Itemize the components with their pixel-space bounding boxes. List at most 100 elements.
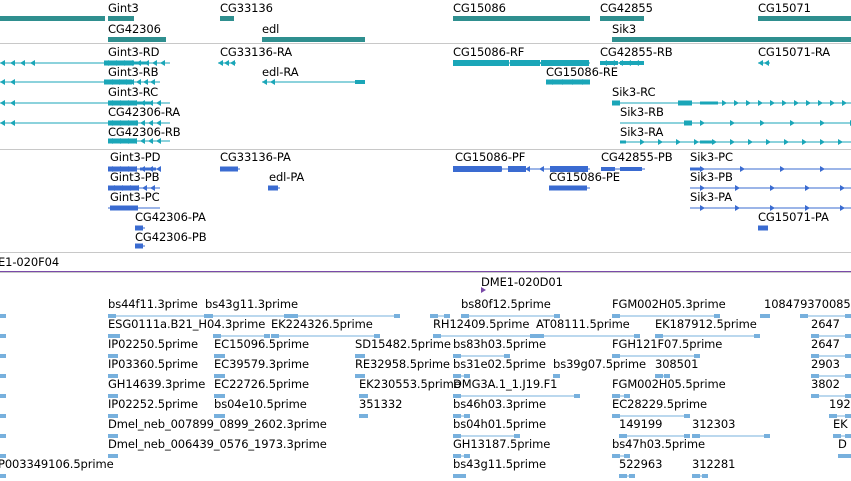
feature-label[interactable]: bs46h03.3prime (453, 397, 546, 411)
est-block[interactable] (219, 394, 225, 398)
feature-label[interactable]: IP02252.5prime (108, 397, 198, 411)
est-block[interactable] (692, 474, 700, 478)
est-block[interactable] (0, 434, 6, 438)
est-block[interactable] (271, 334, 279, 338)
feature-label[interactable]: CG15086-PF (455, 150, 526, 164)
feature-label[interactable]: EK230553.5prime (359, 377, 461, 391)
feature-label[interactable]: DMG3A.1_1.J19.F1 (453, 377, 558, 391)
feature-label[interactable]: CG15086 (453, 1, 506, 15)
feature-label[interactable]: GH13187.5prime (453, 437, 551, 451)
est-block[interactable] (684, 414, 690, 418)
est-block[interactable] (453, 454, 461, 458)
est-block[interactable] (845, 334, 851, 338)
exon-block[interactable] (684, 120, 692, 126)
feature-label[interactable]: ESG0111a.B21_H04.3prime (108, 317, 266, 331)
feature-label[interactable]: 2647 (811, 337, 840, 351)
est-block[interactable] (612, 394, 620, 398)
est-block[interactable] (112, 454, 118, 458)
est-block[interactable] (461, 314, 469, 318)
est-block[interactable] (811, 334, 819, 338)
exon-block[interactable] (678, 100, 692, 106)
est-block[interactable] (214, 354, 222, 358)
gene-block[interactable] (453, 16, 590, 21)
est-block[interactable] (530, 334, 536, 338)
est-block[interactable] (0, 314, 6, 318)
feature-label[interactable]: Gint3-PB (110, 170, 160, 184)
feature-label[interactable]: 3802 (811, 377, 840, 391)
est-block[interactable] (845, 374, 851, 378)
feature-label[interactable]: AT08111.5prime (536, 317, 630, 331)
exon-block[interactable] (690, 167, 700, 171)
est-block[interactable] (624, 394, 630, 398)
est-block[interactable] (574, 394, 580, 398)
est-block[interactable] (833, 434, 841, 438)
feature-label[interactable]: 351332 (359, 397, 403, 411)
exon-block[interactable] (700, 140, 712, 144)
gene-block[interactable] (600, 16, 644, 21)
feature-label[interactable]: Sik3-RB (620, 105, 664, 119)
est-block[interactable] (634, 334, 640, 338)
exon-block[interactable] (355, 80, 365, 84)
est-block[interactable] (453, 394, 461, 398)
est-block[interactable] (694, 354, 700, 358)
feature-label[interactable]: Sik3-RC (612, 85, 656, 99)
feature-label[interactable]: CG15086-RE (546, 65, 618, 79)
feature-label[interactable]: bs44f11.3prime (108, 297, 198, 311)
exon-block[interactable] (600, 61, 618, 65)
est-block[interactable] (453, 374, 461, 378)
feature-label[interactable]: Sik3-PC (690, 150, 733, 164)
est-block[interactable] (0, 454, 6, 458)
exon-block[interactable] (110, 205, 138, 211)
feature-label[interactable]: CG15086-RF (453, 45, 525, 59)
exon-block[interactable] (108, 166, 136, 172)
feature-label[interactable]: CG42855 (600, 1, 653, 15)
est-block[interactable] (612, 414, 620, 418)
est-block[interactable] (655, 374, 663, 378)
exon-block[interactable] (620, 140, 626, 144)
est-block[interactable] (612, 454, 620, 458)
est-block[interactable] (845, 434, 851, 438)
feature-label[interactable]: EC39579.3prime (214, 357, 309, 371)
est-block[interactable] (612, 354, 620, 358)
est-block[interactable] (684, 434, 690, 438)
feature-label[interactable]: RH12409.5prime (433, 317, 530, 331)
feature-label[interactable]: Gint3-RC (108, 85, 159, 99)
est-block[interactable] (624, 454, 630, 458)
est-block[interactable] (764, 434, 770, 438)
est-block[interactable] (629, 474, 635, 478)
est-block[interactable] (0, 414, 6, 418)
feature-label[interactable]: CG33136 (220, 1, 273, 15)
feature-label[interactable]: CG15071 (758, 1, 811, 15)
est-block[interactable] (692, 434, 700, 438)
feature-label[interactable]: 522963 (619, 457, 663, 471)
feature-label[interactable]: CG42855-PB (601, 150, 673, 164)
est-block[interactable] (362, 414, 368, 418)
exon-block[interactable] (541, 60, 589, 66)
feature-label[interactable]: bs47h03.5prime (612, 437, 705, 451)
feature-label[interactable]: bs31e02.5prime (453, 357, 546, 371)
est-block[interactable] (0, 334, 6, 338)
feature-label[interactable]: CG33136-RA (220, 45, 293, 59)
est-block[interactable] (219, 354, 225, 358)
gene-block[interactable] (758, 16, 851, 21)
est-block[interactable] (664, 374, 670, 378)
feature-label[interactable]: Gint3 (108, 1, 139, 15)
est-block[interactable] (219, 414, 225, 418)
est-block[interactable] (536, 334, 544, 338)
feature-label[interactable]: CG42306 (108, 22, 161, 36)
est-block[interactable] (714, 314, 720, 318)
feature-label[interactable]: P003349106.5prime (0, 457, 114, 471)
exon-block[interactable] (549, 185, 587, 191)
exon-block[interactable] (700, 101, 718, 105)
est-block[interactable] (845, 414, 851, 418)
feature-label[interactable]: IP03360.5prime (108, 357, 198, 371)
feature-label[interactable]: bs04e10.5prime (214, 397, 307, 411)
est-block[interactable] (619, 434, 627, 438)
feature-label[interactable]: Gint3-RB (108, 65, 159, 79)
feature-label[interactable]: E1-020F04 (0, 255, 60, 269)
feature-label[interactable]: Dmel_neb_006439_0576_1973.3prime (108, 437, 327, 451)
feature-label[interactable]: bs43g11.5prime (453, 457, 546, 471)
est-block[interactable] (214, 374, 222, 378)
est-block[interactable] (0, 474, 6, 478)
